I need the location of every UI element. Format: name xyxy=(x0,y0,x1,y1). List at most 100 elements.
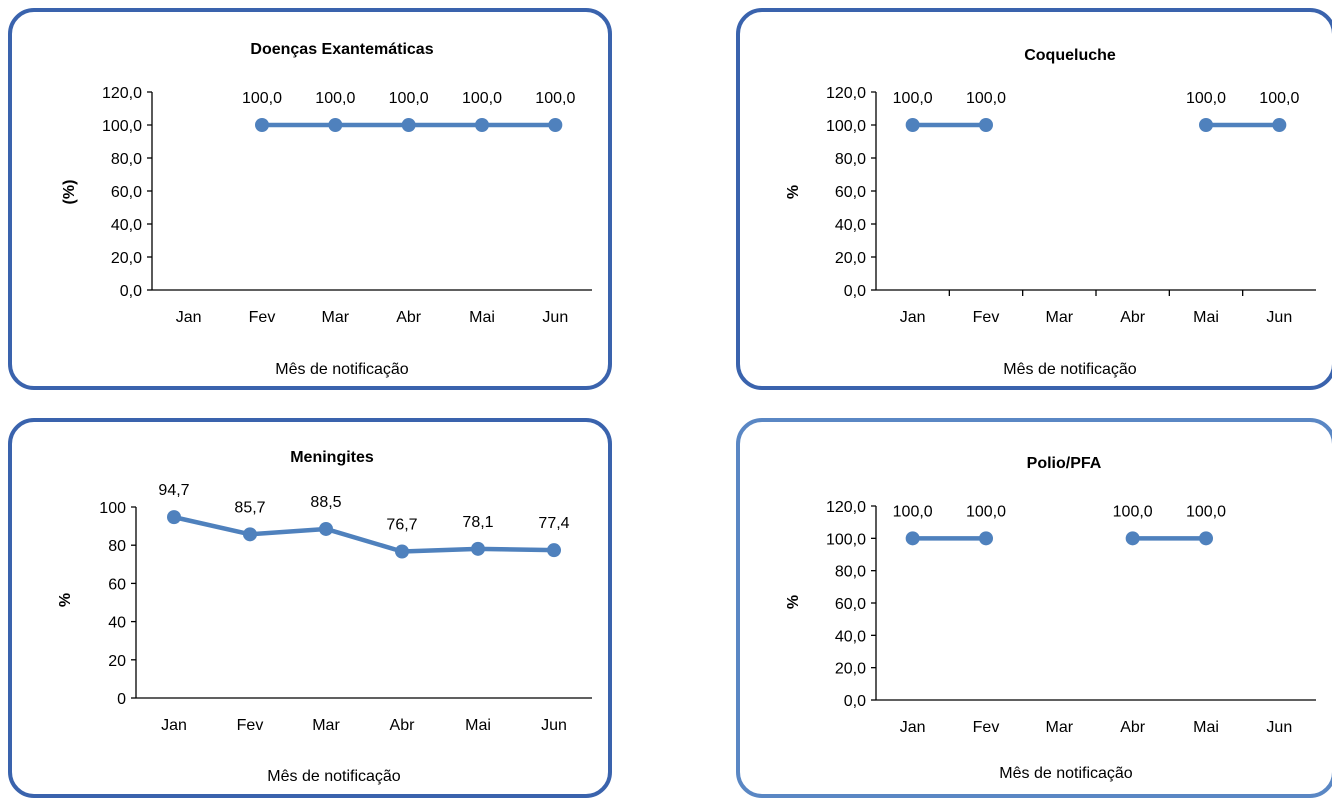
data-label: 100,0 xyxy=(893,90,933,107)
data-label: 100,0 xyxy=(893,503,933,520)
series-line-segment xyxy=(323,526,405,554)
y-tick-label: 60,0 xyxy=(835,596,866,613)
y-tick-label: 100,0 xyxy=(826,118,866,135)
data-point xyxy=(255,118,269,132)
x-tick-label: Jun xyxy=(1266,719,1292,736)
data-label: 100,0 xyxy=(966,90,1006,107)
y-tick-label: 100,0 xyxy=(826,531,866,548)
y-tick-label: 20 xyxy=(108,653,126,670)
data-point xyxy=(328,118,343,132)
y-axis-label: (%) xyxy=(61,180,78,205)
x-tick-label: Jan xyxy=(176,309,202,326)
x-tick-label: Jan xyxy=(900,309,926,326)
data-point xyxy=(167,510,181,525)
data-label: 100,0 xyxy=(1259,90,1299,107)
chart-svg: Meningites % Mês de notificação 0 20 40 60 8… xyxy=(57,449,592,785)
x-axis-label: Mês de notificação xyxy=(275,361,409,378)
x-tick-label: Abr xyxy=(1120,719,1146,736)
data-label: 100,0 xyxy=(1113,503,1153,520)
chart-title: Polio/PFA xyxy=(1027,455,1102,472)
chart-panel-doencas-exantematicas: Doenças Exantemáticas (%) Mês de notific… xyxy=(8,8,612,390)
x-tick-label: Jun xyxy=(542,309,568,326)
y-tick-label: 40,0 xyxy=(835,217,866,234)
chart-svg: Polio/PFA % Mês de notificação 0,0 20,0 40… xyxy=(785,455,1316,782)
y-tick-label: 0,0 xyxy=(844,283,866,300)
series-line-segment xyxy=(475,546,557,553)
y-tick-label: 40 xyxy=(108,615,126,632)
data-point xyxy=(1199,118,1213,132)
x-tick-label: Jan xyxy=(161,717,187,734)
y-tick-label: 80,0 xyxy=(835,151,866,168)
y-axis-label: % xyxy=(785,595,802,609)
y-tick-label: 0,0 xyxy=(120,283,142,300)
x-tick-label: Mar xyxy=(1046,309,1074,326)
x-axis-label: Mês de notificação xyxy=(267,768,401,785)
x-tick-label: Fev xyxy=(973,719,1000,736)
data-point xyxy=(1125,531,1140,546)
chart-title: Meningites xyxy=(290,449,374,466)
data-point xyxy=(243,527,257,542)
y-tick-label: 120,0 xyxy=(826,85,866,102)
data-point xyxy=(548,118,563,132)
data-label: 85,7 xyxy=(234,499,265,516)
y-tick-label: 20,0 xyxy=(835,661,866,678)
data-point xyxy=(905,531,920,546)
data-point xyxy=(547,543,561,558)
y-tick-label: 60 xyxy=(108,576,126,593)
data-point xyxy=(471,541,485,556)
x-tick-label: Abr xyxy=(396,309,422,326)
data-label: 94,7 xyxy=(158,482,189,499)
y-tick-label: 60,0 xyxy=(111,184,142,201)
x-axis-label: Mês de notificação xyxy=(1003,361,1137,378)
chart-panel-meningites: Meningites % Mês de notificação 0 20 40 60 8… xyxy=(8,418,612,798)
data-label: 100,0 xyxy=(242,90,282,107)
y-tick-label: 120,0 xyxy=(826,499,866,516)
data-point xyxy=(401,118,416,132)
x-tick-label: Mar xyxy=(1046,719,1074,736)
x-tick-label: Mar xyxy=(312,717,340,734)
data-point xyxy=(395,544,409,559)
chart-svg: Coqueluche % Mês de notificação 0,0 20,0 4… xyxy=(785,47,1316,378)
y-tick-label: 0,0 xyxy=(844,693,866,710)
x-tick-label: Fev xyxy=(973,309,1000,326)
data-point xyxy=(1272,118,1287,132)
data-point xyxy=(319,521,333,536)
data-point xyxy=(905,118,920,132)
y-tick-label: 20,0 xyxy=(835,250,866,267)
data-label: 100,0 xyxy=(389,90,429,107)
x-tick-label: Mai xyxy=(1193,309,1219,326)
data-label: 100,0 xyxy=(1186,503,1226,520)
series-line-segment xyxy=(247,526,329,537)
chart-title: Coqueluche xyxy=(1024,47,1116,64)
y-axis-label: % xyxy=(785,185,802,199)
y-axis-label: % xyxy=(57,593,74,607)
x-axis-label: Mês de notificação xyxy=(999,765,1133,782)
x-tick-label: Fev xyxy=(237,717,264,734)
y-tick-label: 80,0 xyxy=(111,151,142,168)
chart-panel-polio-pfa: Polio/PFA % Mês de notificação 0,0 20,0 40… xyxy=(736,418,1332,798)
data-point xyxy=(979,118,993,132)
data-label: 100,0 xyxy=(535,90,575,107)
y-tick-label: 80 xyxy=(108,538,126,555)
x-tick-label: Mai xyxy=(465,717,491,734)
y-tick-label: 80,0 xyxy=(835,564,866,581)
x-tick-label: Mar xyxy=(322,309,350,326)
data-label: 100,0 xyxy=(315,90,355,107)
data-label: 78,1 xyxy=(462,514,493,531)
x-tick-label: Abr xyxy=(390,717,416,734)
x-tick-label: Mai xyxy=(469,309,495,326)
y-tick-label: 40,0 xyxy=(835,628,866,645)
data-point xyxy=(1199,531,1213,546)
series-line-segment xyxy=(171,514,253,537)
data-label: 88,5 xyxy=(310,494,341,511)
chart-svg: Doenças Exantemáticas (%) Mês de notific… xyxy=(61,41,592,378)
x-tick-label: Jan xyxy=(900,719,926,736)
data-label: 100,0 xyxy=(1186,90,1226,107)
y-tick-label: 40,0 xyxy=(111,217,142,234)
y-tick-label: 120,0 xyxy=(102,85,142,102)
y-tick-label: 100,0 xyxy=(102,118,142,135)
data-label: 100,0 xyxy=(966,503,1006,520)
data-point xyxy=(475,118,489,132)
x-tick-label: Abr xyxy=(1120,309,1146,326)
x-tick-label: Jun xyxy=(541,717,567,734)
